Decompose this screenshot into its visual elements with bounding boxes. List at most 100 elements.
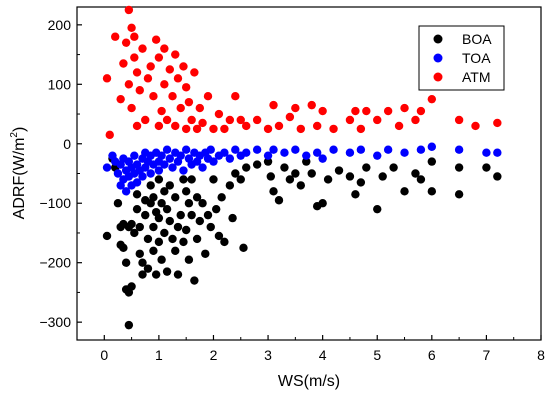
data-point-boa	[217, 193, 226, 202]
data-point-boa	[291, 169, 300, 178]
data-point-boa	[179, 175, 188, 184]
data-point-boa	[149, 222, 158, 232]
data-point-toa	[225, 154, 235, 163]
data-point-boa	[146, 181, 155, 190]
data-point-atm	[124, 80, 134, 89]
data-point-boa	[121, 258, 131, 267]
data-point-atm	[236, 115, 245, 125]
data-point-atm	[124, 5, 134, 15]
axis-ticks: 0 1 2 3 4 5 6 7 8 −300 −200 −100 0 100 200	[39, 17, 545, 363]
data-point-toa	[269, 145, 278, 154]
legend: BOA TOA ATM	[418, 25, 505, 91]
data-point-boa	[165, 216, 174, 226]
data-point-toa	[130, 151, 139, 160]
data-point-boa	[138, 258, 147, 267]
data-point-atm	[269, 100, 278, 110]
data-point-toa	[400, 148, 409, 157]
data-point-boa	[160, 187, 169, 196]
data-point-boa	[214, 231, 224, 241]
data-point-atm	[263, 124, 273, 134]
data-point-toa	[146, 169, 155, 178]
y-tick-label: 200	[48, 17, 72, 33]
series-atm	[102, 5, 502, 140]
data-point-boa	[285, 175, 295, 184]
data-point-atm	[312, 121, 322, 131]
data-point-boa	[212, 204, 221, 214]
data-point-boa	[127, 282, 136, 291]
data-point-boa	[154, 213, 164, 223]
data-point-atm	[373, 115, 382, 125]
data-point-toa	[318, 154, 327, 163]
data-point-boa	[192, 234, 202, 244]
data-point-atm	[127, 23, 136, 33]
data-point-atm	[345, 115, 355, 125]
data-point-toa	[263, 151, 273, 160]
legend-marker-atm	[433, 72, 443, 82]
data-point-boa	[334, 166, 344, 175]
data-point-atm	[416, 106, 426, 116]
data-point-toa	[345, 148, 355, 157]
data-point-boa	[307, 169, 316, 178]
data-point-toa	[168, 163, 177, 172]
y-axis-title-main: ADRF(W/m	[11, 138, 28, 220]
data-point-boa	[356, 178, 366, 187]
data-point-toa	[291, 145, 300, 154]
data-point-toa	[102, 163, 112, 172]
data-point-boa	[201, 249, 210, 258]
data-point-boa	[143, 234, 153, 244]
x-tick-label: 8	[537, 347, 545, 363]
data-point-boa	[195, 216, 205, 226]
data-point-boa	[198, 199, 207, 208]
data-point-atm	[291, 103, 300, 113]
data-point-atm	[209, 124, 218, 134]
data-point-atm	[141, 115, 150, 125]
data-point-toa	[493, 148, 502, 157]
data-point-boa	[181, 225, 191, 235]
data-point-atm	[274, 121, 284, 131]
data-point-boa	[389, 163, 398, 172]
data-point-toa	[280, 148, 289, 157]
data-point-toa	[482, 148, 491, 157]
data-point-atm	[192, 124, 202, 134]
data-point-toa	[373, 151, 382, 160]
data-point-toa	[121, 187, 131, 196]
data-point-boa	[269, 187, 278, 196]
data-point-atm	[179, 62, 188, 71]
data-point-boa	[132, 190, 142, 199]
y-tick-label: 0	[63, 136, 71, 152]
data-point-atm	[214, 109, 224, 119]
data-point-atm	[329, 124, 338, 134]
data-point-atm	[471, 121, 480, 131]
data-point-toa	[206, 145, 215, 154]
data-point-atm	[176, 103, 185, 113]
data-point-atm	[362, 106, 371, 116]
x-tick-label: 0	[100, 347, 108, 363]
series-boa	[102, 154, 502, 330]
data-point-boa	[173, 222, 183, 232]
data-point-atm	[411, 115, 420, 125]
data-point-toa	[132, 178, 142, 187]
data-point-boa	[162, 204, 172, 214]
data-point-boa	[493, 172, 502, 181]
data-point-atm	[394, 121, 404, 131]
data-point-boa	[157, 255, 166, 264]
data-point-boa	[427, 187, 437, 196]
data-point-atm	[130, 32, 139, 41]
data-point-atm	[143, 74, 153, 83]
data-point-toa	[427, 142, 437, 151]
data-point-boa	[171, 193, 180, 202]
data-point-atm	[198, 118, 207, 128]
data-point-atm	[427, 94, 437, 104]
data-point-atm	[171, 121, 180, 131]
data-point-boa	[141, 210, 150, 220]
data-point-toa	[157, 151, 166, 160]
data-point-toa	[138, 172, 147, 181]
data-point-boa	[302, 157, 311, 166]
data-point-atm	[356, 124, 366, 134]
x-tick-label: 3	[264, 347, 272, 363]
x-tick-label: 2	[210, 347, 218, 363]
data-point-atm	[154, 121, 164, 131]
data-point-boa	[220, 237, 229, 247]
data-point-atm	[318, 106, 327, 116]
data-point-toa	[416, 145, 426, 154]
